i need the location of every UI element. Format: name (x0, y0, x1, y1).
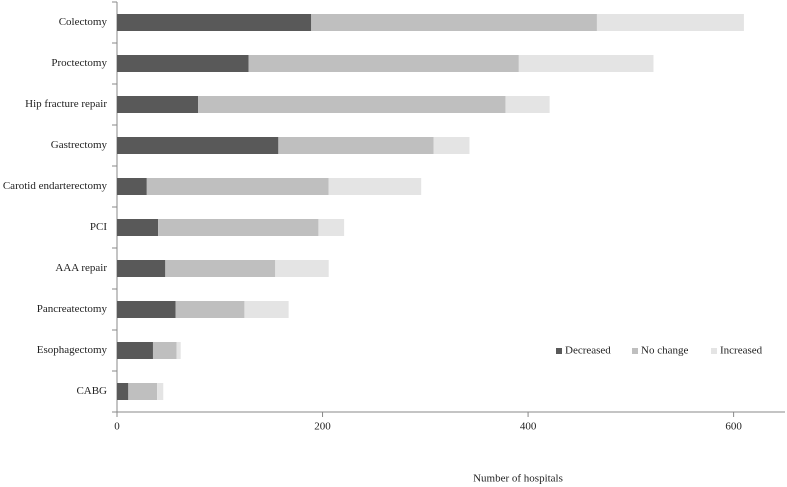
bar-segment (117, 301, 176, 318)
y-tick-label: Pancreatectomy (37, 303, 108, 315)
bar-segment (328, 178, 422, 195)
y-tick-label: Proctectomy (51, 57, 107, 69)
bar-segment (117, 260, 166, 277)
bar-segment (433, 137, 470, 154)
bar-segment (165, 260, 276, 277)
bar-segment (117, 342, 153, 359)
bar-segment (175, 301, 245, 318)
bar-segment (248, 55, 519, 72)
bar-segment (146, 178, 329, 195)
legend-label: Increased (720, 345, 763, 357)
bar-segment (275, 260, 329, 277)
bar-segment (157, 383, 164, 400)
bar-segment (117, 14, 312, 31)
bar-segment (176, 342, 181, 359)
bar-segment (518, 55, 654, 72)
y-tick-label: CABG (76, 385, 107, 397)
y-tick-label: Gastrectomy (51, 139, 108, 151)
bar-segment (244, 301, 289, 318)
bar-segment (117, 96, 199, 113)
bar-segment (318, 219, 345, 236)
legend-label: No change (641, 345, 688, 357)
bar-segment (198, 96, 506, 113)
bar-segment (117, 55, 249, 72)
x-tick-label: 400 (520, 421, 537, 433)
y-tick-label: AAA repair (55, 262, 107, 274)
bar-segment (117, 137, 279, 154)
bar-segment (117, 383, 129, 400)
legend-swatch (556, 348, 562, 354)
y-tick-label: Esophagectomy (37, 344, 108, 356)
bar-segment (596, 14, 744, 31)
x-axis-label: Number of hospitals (473, 473, 563, 485)
bar-segment (152, 342, 177, 359)
x-tick-label: 0 (114, 421, 120, 433)
y-tick-label: PCI (90, 221, 107, 233)
legend-swatch (632, 348, 638, 354)
bar-segment (117, 178, 147, 195)
x-tick-label: 200 (314, 421, 331, 433)
bar-segment (311, 14, 597, 31)
legend-label: Decreased (565, 345, 611, 357)
bar-segment (117, 219, 159, 236)
y-tick-label: Carotid endarterectomy (3, 180, 108, 192)
x-tick-label: 600 (725, 421, 742, 433)
legend-swatch (711, 348, 717, 354)
bar-segment (158, 219, 319, 236)
bar-segment (128, 383, 158, 400)
bar-segment (278, 137, 434, 154)
bar-segment (505, 96, 550, 113)
y-tick-label: Colectomy (59, 16, 108, 28)
y-tick-label: Hip fracture repair (25, 98, 107, 110)
